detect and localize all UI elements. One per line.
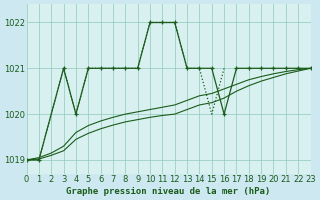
X-axis label: Graphe pression niveau de la mer (hPa): Graphe pression niveau de la mer (hPa): [67, 187, 271, 196]
